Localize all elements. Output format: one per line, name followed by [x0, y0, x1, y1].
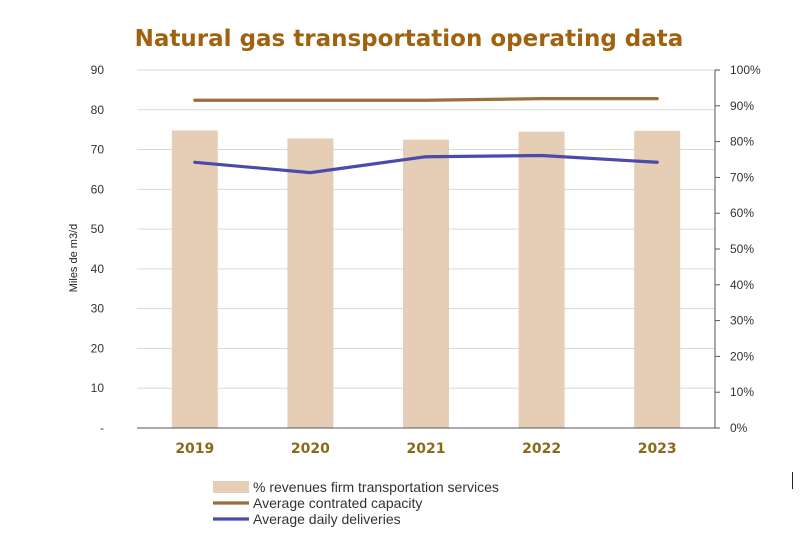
legend-label: Average contrated capacity: [253, 495, 422, 511]
y-tick-label: 10: [91, 381, 105, 395]
y-tick-label: -: [100, 421, 104, 435]
bar: [287, 138, 334, 428]
text-cursor-mark: [792, 472, 793, 489]
line-series: [193, 97, 659, 175]
y-axis-label: Miles de m3/d: [68, 224, 80, 292]
y2-tick-label: 40%: [730, 278, 754, 292]
y-tick-label: 70: [91, 143, 105, 157]
y-tick-label: 80: [91, 103, 105, 117]
series-line: [193, 97, 659, 102]
bar: [634, 130, 681, 429]
legend-swatch: [213, 481, 249, 493]
x-tick-label: 2023: [638, 441, 677, 457]
y-tick-label: 20: [91, 341, 105, 355]
y2-tick-label: 20%: [730, 349, 754, 363]
y2-tick-label: 80%: [730, 135, 754, 149]
x-tick-label: 2020: [291, 441, 330, 457]
x-axis-ticks: 2019 2020 2021 2022 2023: [175, 441, 676, 457]
y-tick-label: 50: [91, 222, 105, 236]
chart-title: Natural gas transportation operating dat…: [135, 26, 684, 52]
y2-tick-label: 60%: [730, 206, 754, 220]
series-line: [193, 153, 659, 175]
y2-tick-label: 30%: [730, 314, 754, 328]
bar: [403, 139, 449, 428]
bar: [171, 130, 218, 428]
legend: % revenues firm transportation servicesA…: [213, 479, 499, 527]
bar-series: [171, 130, 681, 429]
axes: [137, 69, 720, 429]
y-tick-label: 60: [91, 182, 105, 196]
y2-tick-label: 100%: [730, 63, 761, 77]
x-tick-label: 2019: [175, 441, 214, 457]
y2-tick-label: 90%: [730, 99, 754, 113]
legend-label: % revenues firm transportation services: [253, 479, 499, 495]
y2-tick-label: 10%: [730, 385, 754, 399]
y-axis-ticks: - 10 20 30 40 50 60 70 80 90: [91, 63, 105, 435]
y-tick-label: 30: [91, 302, 105, 316]
y2-tick-label: 50%: [730, 242, 754, 256]
y2-tick-label: 70%: [730, 170, 754, 184]
bar: [518, 131, 565, 428]
y2-tick-label: 0%: [730, 421, 748, 435]
y-tick-label: 40: [91, 262, 105, 276]
x-tick-label: 2022: [522, 441, 561, 457]
y2-axis-ticks: 0% 10% 20% 30% 40% 50% 60% 70% 80% 90% 100%: [730, 63, 761, 435]
x-tick-label: 2021: [407, 441, 446, 457]
legend-label: Average daily deliveries: [253, 511, 401, 527]
y-tick-label: 90: [91, 63, 105, 77]
